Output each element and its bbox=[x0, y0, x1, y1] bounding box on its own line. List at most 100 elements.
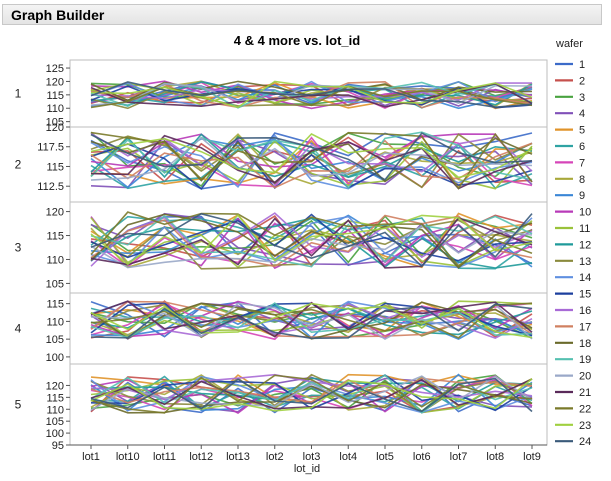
series-line-wafer-23 bbox=[90, 80, 533, 109]
y-tick-label: 105 bbox=[46, 278, 64, 290]
series-line-wafer-8 bbox=[90, 374, 533, 411]
series-line-wafer-5 bbox=[90, 135, 533, 188]
series-line-wafer-22 bbox=[90, 302, 533, 339]
y-tick-label: 110 bbox=[46, 404, 64, 416]
series-lines bbox=[90, 80, 533, 110]
legend-label: 22 bbox=[579, 403, 591, 415]
legend-label: 18 bbox=[579, 338, 591, 350]
series-line-wafer-16 bbox=[90, 212, 533, 267]
legend-label: 7 bbox=[579, 157, 585, 169]
y-tick-label: 105 bbox=[46, 334, 64, 346]
x-tick-label: lot8 bbox=[486, 451, 504, 463]
series-line-wafer-15 bbox=[90, 374, 533, 412]
legend-label: 12 bbox=[579, 239, 591, 251]
y-tick-label: 105 bbox=[46, 117, 64, 129]
series-line-wafer-9 bbox=[90, 138, 533, 189]
legend-item-wafer-18: 18 bbox=[555, 338, 591, 350]
series-line-wafer-24 bbox=[90, 212, 533, 268]
legend-item-wafer-16: 16 bbox=[555, 305, 591, 317]
y-tick-label: 110 bbox=[46, 316, 64, 328]
facet-label: 1 bbox=[15, 87, 22, 101]
legend-item-wafer-15: 15 bbox=[555, 289, 591, 301]
legend-item-wafer-12: 12 bbox=[555, 239, 591, 251]
series-line-wafer-23 bbox=[90, 133, 533, 179]
series-line-wafer-9 bbox=[90, 84, 533, 110]
y-tick-label: 115 bbox=[46, 299, 64, 311]
legend-label: 4 bbox=[579, 108, 585, 120]
legend-title: wafer bbox=[555, 38, 583, 50]
series-line-wafer-18 bbox=[90, 213, 533, 269]
x-tick-label: lot9 bbox=[523, 451, 541, 463]
x-axis: lot1 lot10 lot11 lot12 lot13 lot2 lot3 lot4 lot5… bbox=[70, 444, 547, 463]
x-tick-label: lot5 bbox=[376, 451, 394, 463]
series-line-wafer-23 bbox=[90, 302, 533, 339]
legend-item-wafer-23: 23 bbox=[555, 420, 591, 432]
legend-item-wafer-6: 6 bbox=[555, 141, 585, 153]
legend-label: 17 bbox=[579, 321, 591, 333]
series-line-wafer-16 bbox=[90, 82, 533, 101]
x-tick-label: lot4 bbox=[339, 451, 357, 463]
legend-label: 2 bbox=[579, 75, 585, 87]
y-tick-label: 115 bbox=[46, 161, 64, 173]
series-line-wafer-23 bbox=[90, 378, 533, 412]
legend-item-wafer-24: 24 bbox=[555, 436, 591, 448]
x-axis-label: lot_id bbox=[294, 463, 320, 475]
legend-label: 11 bbox=[579, 223, 590, 235]
series-line-wafer-14 bbox=[90, 134, 533, 190]
facet-frame bbox=[69, 201, 548, 294]
chart-title: 4 & 4 more vs. lot_id bbox=[234, 33, 360, 48]
y-tick-label: 115 bbox=[46, 90, 64, 102]
series-line-wafer-20 bbox=[90, 375, 533, 411]
series-line-wafer-9 bbox=[90, 214, 533, 268]
series-line-wafer-24 bbox=[90, 132, 533, 181]
legend-item-wafer-8: 8 bbox=[555, 174, 585, 186]
x-tick-label: lot2 bbox=[266, 451, 284, 463]
series-lines bbox=[90, 373, 533, 414]
series-line-wafer-24 bbox=[90, 377, 533, 413]
y-tick-label: 125 bbox=[46, 63, 64, 75]
legend-item-wafer-22: 22 bbox=[555, 403, 591, 415]
series-line-wafer-22 bbox=[90, 131, 533, 190]
x-tick-label: lot11 bbox=[153, 451, 176, 463]
x-tick-label: lot12 bbox=[189, 451, 213, 463]
y-tick-label: 117.5 bbox=[37, 142, 64, 154]
facet-label: 3 bbox=[15, 241, 22, 255]
legend-label: 19 bbox=[579, 354, 591, 366]
legend-label: 6 bbox=[579, 141, 585, 153]
y-tick-label: 115 bbox=[46, 392, 64, 404]
series-lines bbox=[90, 300, 533, 341]
legend-item-wafer-20: 20 bbox=[555, 371, 591, 383]
facet-panel-2: 112.5 115 117.5 120 2 bbox=[15, 122, 548, 203]
legend-item-wafer-10: 10 bbox=[555, 207, 591, 219]
series-line-wafer-22 bbox=[90, 211, 533, 267]
x-tick-label: lot7 bbox=[450, 451, 468, 463]
legend-label: 13 bbox=[579, 256, 591, 268]
facet-panels: 1051101151201251112.5115117.512021051101… bbox=[15, 59, 548, 452]
y-tick-label: 110 bbox=[46, 254, 64, 266]
legend-label: 3 bbox=[579, 92, 585, 104]
facet-panel-3: 105 110 115 120 3 bbox=[15, 201, 548, 294]
y-tick-label: 95 bbox=[52, 440, 64, 452]
series-line-wafer-1 bbox=[90, 132, 533, 190]
facet-label: 5 bbox=[15, 398, 22, 412]
series-line-wafer-20 bbox=[90, 136, 533, 181]
legend-item-wafer-7: 7 bbox=[555, 157, 585, 169]
series-lines bbox=[90, 211, 533, 270]
legend-item-wafer-11: 11 bbox=[555, 223, 590, 235]
y-tick-label: 100 bbox=[46, 428, 64, 440]
y-tick-label: 105 bbox=[46, 416, 64, 428]
legend-item-wafer-9: 9 bbox=[555, 190, 585, 202]
series-line-wafer-24 bbox=[90, 81, 533, 109]
y-tick-label: 120 bbox=[46, 380, 64, 392]
legend-item-wafer-13: 13 bbox=[555, 256, 591, 268]
y-tick-label: 110 bbox=[46, 103, 64, 115]
series-line-wafer-24 bbox=[90, 303, 533, 340]
series-line-wafer-11 bbox=[90, 378, 533, 414]
graph-builder-header: Graph Builder bbox=[2, 4, 602, 25]
legend-label: 9 bbox=[579, 190, 585, 202]
x-tick-label: lot3 bbox=[303, 451, 321, 463]
series-line-wafer-20 bbox=[90, 82, 533, 106]
legend-item-wafer-1: 1 bbox=[555, 59, 585, 71]
series-line-wafer-1 bbox=[90, 300, 533, 338]
